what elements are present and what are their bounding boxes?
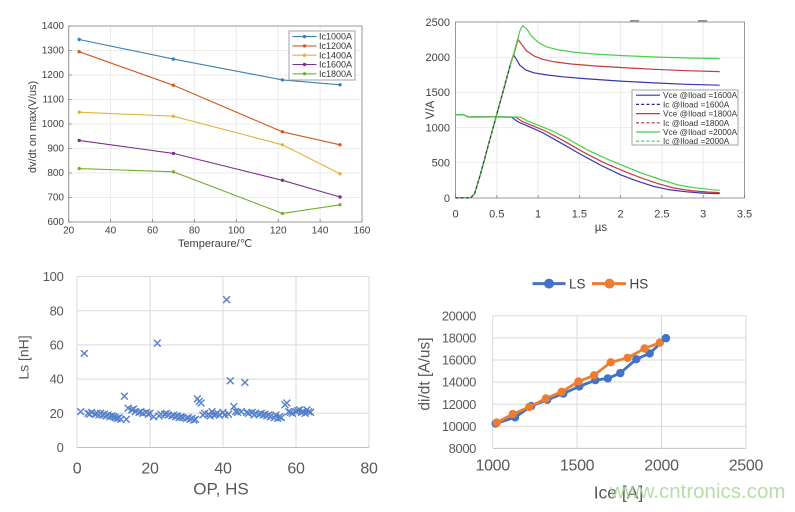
svg-text:2500: 2500 [426, 17, 450, 29]
svg-text:60: 60 [50, 338, 64, 353]
svg-text:120: 120 [270, 226, 287, 237]
svg-text:500: 500 [432, 158, 450, 170]
svg-text:140: 140 [312, 226, 329, 237]
svg-text:3: 3 [700, 209, 706, 221]
svg-text:80: 80 [360, 461, 378, 478]
svg-text:20: 20 [141, 461, 159, 478]
svg-text:Vce @Iload =2000A: Vce @Iload =2000A [663, 127, 738, 137]
svg-text:1200: 1200 [42, 70, 65, 81]
svg-text:18000: 18000 [442, 331, 476, 346]
svg-text:OP, HS: OP, HS [193, 480, 248, 499]
svg-text:1000: 1000 [426, 122, 450, 134]
svg-text:1100: 1100 [42, 95, 64, 106]
svg-text:Ic @Iload =1800A: Ic @Iload =1800A [663, 118, 730, 128]
svg-text:Ls [nH]: Ls [nH] [16, 335, 32, 379]
svg-text:1: 1 [535, 209, 541, 221]
svg-text:0: 0 [73, 461, 82, 478]
svg-text:2000: 2000 [426, 52, 450, 64]
svg-text:100: 100 [228, 226, 245, 237]
svg-text:3.5: 3.5 [737, 209, 752, 221]
svg-text:100: 100 [43, 269, 64, 284]
svg-text:Ic @Iload =1600A: Ic @Iload =1600A [663, 99, 730, 109]
svg-text:40: 40 [105, 226, 117, 237]
svg-text:0: 0 [444, 193, 450, 205]
svg-text:40: 40 [50, 372, 64, 387]
svg-text:60: 60 [287, 461, 305, 478]
svg-text:Ice [A]: Ice [A] [594, 483, 644, 503]
svg-text:www.cntronics.com: www.cntronics.com [609, 480, 785, 503]
svg-text:20: 20 [50, 406, 64, 421]
svg-text:1.5: 1.5 [572, 209, 587, 221]
svg-text:1300: 1300 [42, 46, 65, 57]
svg-text:1400: 1400 [42, 21, 65, 32]
svg-text:2.5: 2.5 [654, 209, 669, 221]
svg-text:LS: LS [569, 277, 586, 292]
svg-text:1500: 1500 [560, 458, 595, 475]
svg-text:600: 600 [47, 217, 64, 228]
svg-text:14000: 14000 [442, 375, 476, 390]
svg-text:700: 700 [47, 193, 64, 204]
svg-text:160: 160 [354, 226, 371, 237]
svg-text:40: 40 [214, 461, 232, 478]
svg-text:20000: 20000 [442, 308, 476, 323]
svg-text:HS: HS [630, 277, 649, 292]
svg-text:Temperaure/℃: Temperaure/℃ [178, 238, 252, 250]
svg-text:2500: 2500 [729, 458, 764, 475]
svg-text:8000: 8000 [449, 441, 476, 456]
svg-text:di/dt [A/us]: di/dt [A/us] [417, 337, 434, 410]
svg-text:2000: 2000 [644, 458, 679, 475]
svg-text:Ic1800A: Ic1800A [319, 69, 352, 79]
svg-text:1000: 1000 [42, 119, 65, 130]
svg-text:µs: µs [595, 222, 608, 234]
svg-text:1500: 1500 [426, 87, 450, 99]
svg-text:Ic1000A: Ic1000A [319, 32, 352, 42]
svg-text:60: 60 [147, 226, 159, 237]
svg-text:Ic @Iload =2000A: Ic @Iload =2000A [663, 136, 730, 146]
svg-text:Vce @Iload =1800A: Vce @Iload =1800A [663, 109, 738, 119]
svg-text:1000: 1000 [475, 458, 510, 475]
svg-text:16000: 16000 [442, 353, 476, 368]
svg-text:12000: 12000 [442, 397, 476, 412]
svg-text:800: 800 [47, 168, 64, 179]
svg-text:2: 2 [618, 209, 624, 221]
svg-text:0: 0 [57, 440, 64, 455]
svg-text:Ic1400A: Ic1400A [319, 50, 352, 60]
svg-text:0: 0 [452, 209, 458, 221]
svg-text:dv/dt on max(V/us): dv/dt on max(V/us) [27, 81, 39, 173]
svg-text:10000: 10000 [442, 419, 476, 434]
svg-text:900: 900 [47, 144, 64, 155]
svg-text:Ic1200A: Ic1200A [319, 41, 352, 51]
svg-text:20: 20 [63, 226, 75, 237]
svg-text:Vce @Iload =1600A: Vce @Iload =1600A [663, 90, 738, 100]
svg-text:0.5: 0.5 [489, 209, 504, 221]
svg-text:80: 80 [189, 226, 201, 237]
svg-text:80: 80 [50, 303, 64, 318]
svg-text:V/A: V/A [425, 100, 437, 119]
svg-text:Ic1600A: Ic1600A [319, 60, 352, 70]
